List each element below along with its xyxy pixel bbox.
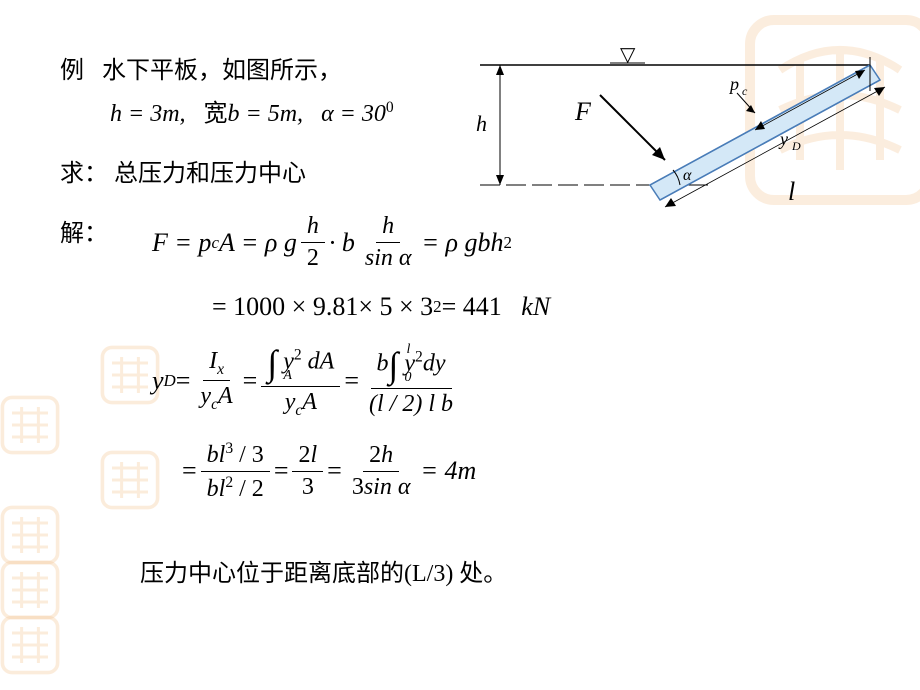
svg-text:l: l xyxy=(788,177,795,206)
eq3-eq: = xyxy=(176,366,191,396)
plate-diagram: ▽ h F p c α y D l xyxy=(470,35,890,255)
equation-yd: yD = Ix ycA = ∫A y2 dA ycA = b∫l0 y2dy xyxy=(152,342,550,420)
int-dy: dy xyxy=(423,350,446,376)
int-lim-a: A xyxy=(283,368,292,384)
svg-text:p: p xyxy=(728,74,739,94)
eq1-lhs: F = p xyxy=(152,228,211,258)
int-lim-l: l xyxy=(407,342,411,358)
frac-h-sina: h sin α xyxy=(359,213,418,272)
given-b: b = 5m, xyxy=(228,101,304,127)
frac-den: sin α xyxy=(359,243,418,272)
frac-num: h xyxy=(301,213,325,243)
frac-den: ycA xyxy=(279,387,323,420)
frac-num: bl3 / 3 xyxy=(201,440,270,472)
frac-num: b∫l0 y2dy xyxy=(371,344,452,389)
eq3-eq3: = xyxy=(344,366,359,396)
eq4-result: = 4m xyxy=(420,456,476,486)
int-sup: 2 xyxy=(415,348,423,365)
sq: 2 xyxy=(225,474,233,491)
int-da: dA xyxy=(302,349,335,375)
conclusion-text: 压力中心位于距离底部的(L/3) 处。 xyxy=(140,553,880,588)
frac-den: bl2 / 2 xyxy=(201,472,270,503)
yc-a: A xyxy=(302,389,317,415)
eq4-eq3: = xyxy=(327,456,342,486)
frac-num: 2h xyxy=(363,442,399,472)
int-lim-0: 0 xyxy=(405,370,412,386)
frac-bl3-bl2: bl3 / 3 bl2 / 2 xyxy=(201,440,270,503)
bl: bl xyxy=(207,476,226,502)
bl: bl xyxy=(207,442,226,468)
int-sup: 2 xyxy=(294,347,302,364)
ix-i: I xyxy=(209,348,217,374)
given-alpha: α = 30 xyxy=(321,101,386,127)
eq3-eq2: = xyxy=(243,366,258,396)
frac-den: ycA xyxy=(194,381,238,414)
equations-block: F = pc A = ρ g h 2 · b h sin α = ρ gbh2 … xyxy=(152,213,550,523)
svg-text:c: c xyxy=(742,84,748,98)
svg-text:F: F xyxy=(574,97,592,126)
int-b: b xyxy=(377,350,389,376)
svg-text:α: α xyxy=(683,167,692,184)
frac-den: 2 xyxy=(301,243,325,272)
given-h: h = 3m, xyxy=(110,101,186,127)
d2: / 2 xyxy=(233,476,264,502)
ix-x: x xyxy=(217,360,224,377)
frac-h-2: h 2 xyxy=(301,213,325,272)
frac-den: 3sin α xyxy=(346,472,417,501)
d3: / 3 xyxy=(233,442,264,468)
svg-text:y: y xyxy=(778,129,788,149)
eq1-dot-b: · b xyxy=(329,228,355,258)
example-prefix: 例 xyxy=(60,58,84,84)
eq2-sup: 2 xyxy=(433,297,441,317)
frac-den: (l / 2) l b xyxy=(363,389,459,418)
frac-ix-yca: Ix ycA xyxy=(194,348,238,415)
eq2-body: = 1000 × 9.81× 5 × 3 xyxy=(212,292,433,322)
example-text: 水下平板，如图所示， xyxy=(102,58,342,84)
eq2-unit: kN xyxy=(521,292,550,322)
svg-text:h: h xyxy=(476,111,487,136)
eq4-eq1: = xyxy=(182,456,197,486)
width-label: 宽 xyxy=(204,101,228,127)
cube: 3 xyxy=(225,440,233,457)
yc-y: y xyxy=(200,383,211,409)
yc-a: A xyxy=(218,383,233,409)
frac-num: Ix xyxy=(203,348,230,382)
frac-den: 3 xyxy=(296,472,320,501)
frac-2l-3: 22ll 3 xyxy=(292,442,323,501)
integral-a: ∫A xyxy=(267,342,277,384)
question-text: 总压力和压力中心 xyxy=(114,161,306,187)
equation-yd-simplify: = bl3 / 3 bl2 / 2 = 22ll 3 = 2h 3sin α =… xyxy=(182,440,550,503)
yc-y: y xyxy=(285,389,296,415)
eq4-eq2: = xyxy=(274,456,289,486)
eq2-result: = 441 xyxy=(442,292,502,322)
frac-2h-3sina: 2h 3sin α xyxy=(346,442,417,501)
solution-prefix: 解： xyxy=(60,213,108,248)
svg-text:D: D xyxy=(791,139,801,153)
question-prefix: 求： xyxy=(60,161,108,187)
frac-num: 22ll xyxy=(292,442,323,472)
eq3-y: y xyxy=(152,366,164,396)
eq1-a: A = ρ g xyxy=(219,228,297,258)
eq1-sub-c: c xyxy=(211,233,219,253)
yc-c: c xyxy=(211,396,218,413)
eq3-d: D xyxy=(164,371,176,391)
frac-int-0l: b∫l0 y2dy (l / 2) l b xyxy=(363,344,459,418)
frac-num: h xyxy=(376,213,400,243)
equation-force-numeric: = 1000 × 9.81× 5 × 32 = 441 kN xyxy=(212,292,550,322)
frac-num: ∫A y2 dA xyxy=(261,342,340,387)
frac-int-a: ∫A y2 dA ycA xyxy=(261,342,340,420)
alpha-degree: 0 xyxy=(386,99,394,116)
integral-0l: ∫l0 xyxy=(389,344,399,386)
